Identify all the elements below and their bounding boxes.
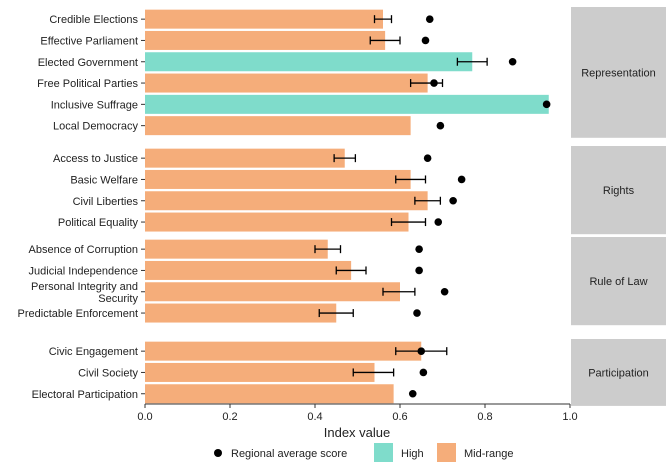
bar-civil-society — [145, 362, 375, 382]
y-label-civic-engagement: Civic Engagement — [49, 346, 138, 358]
bar-judicial-independence — [145, 260, 352, 280]
facet-strip-label-rights: Rights — [603, 185, 635, 197]
bar-credible-elections — [145, 9, 383, 29]
x-tick-label-1: 0.2 — [222, 411, 237, 423]
avg-point-personal-integrity-and-security — [440, 287, 449, 296]
facet-strip-representation — [571, 7, 666, 138]
y-label-elected-government: Elected Government — [38, 57, 138, 69]
x-tick-label-2: 0.4 — [307, 411, 322, 423]
y-label-absence-of-corruption: Absence of Corruption — [29, 244, 138, 256]
y-label-effective-parliament: Effective Parliament — [40, 35, 138, 47]
bar-basic-welfare — [145, 169, 411, 189]
avg-point-predictable-enforcement — [413, 309, 421, 317]
y-label-civil-liberties: Civil Liberties — [73, 196, 139, 208]
legend: Regional average score High Mid-range — [214, 443, 514, 462]
avg-point-access-to-justice — [423, 154, 432, 162]
avg-point-local-democracy — [436, 121, 445, 130]
facet-strip-rule-of-law — [571, 237, 666, 326]
avg-point-civil-society — [419, 368, 428, 377]
bar-effective-parliament — [145, 30, 386, 50]
y-label-personal-integrity-and-security: Personal Integrity and Security — [31, 281, 139, 305]
y-label-electoral-participation: Electoral Participation — [32, 389, 138, 401]
y-label-basic-welfare: Basic Welfare — [70, 174, 138, 186]
avg-point-inclusive-suffrage — [542, 100, 551, 109]
avg-point-electoral-participation — [408, 389, 417, 398]
avg-point-basic-welfare — [457, 175, 466, 184]
avg-point-credible-elections — [425, 15, 434, 23]
y-label-credible-elections: Credible Elections — [49, 14, 138, 26]
bar-elected-government — [145, 52, 473, 72]
bar-personal-integrity-and-security — [145, 282, 400, 302]
chart-panels: Representation Credible Elections Effectiv… — [18, 7, 666, 406]
y-label-predictable-enforcement: Predictable Enforcement — [18, 308, 138, 320]
avg-point-political-equality — [434, 218, 443, 226]
y-label-political-equality: Political Equality — [58, 217, 139, 229]
facet-strip-label-representation: Representation — [581, 67, 656, 79]
facet-strip-label-participation: Participation — [588, 367, 649, 379]
avg-point-elected-government — [508, 57, 517, 66]
bar-electoral-participation — [145, 384, 394, 404]
legend-swatch-high — [374, 443, 393, 462]
facet-strip-participation — [571, 339, 666, 406]
avg-point-free-political-parties — [430, 79, 438, 87]
legend-swatch-mid — [437, 443, 456, 462]
y-label-local-democracy: Local Democracy — [53, 121, 138, 133]
bar-civic-engagement — [145, 341, 422, 361]
y-label-inclusive-suffrage: Inclusive Suffrage — [51, 99, 138, 111]
legend-avg-label: Regional average score — [231, 448, 347, 460]
avg-point-civic-engagement — [417, 347, 426, 355]
legend-high-label: High — [401, 448, 424, 460]
y-label-judicial-independence: Judicial Independence — [29, 265, 138, 277]
legend-avg-point — [214, 449, 222, 457]
x-tick-label-4: 0.8 — [477, 411, 492, 423]
avg-point-civil-liberties — [449, 196, 457, 205]
y-label-access-to-justice: Access to Justice — [53, 153, 138, 165]
avg-point-judicial-independence — [415, 266, 423, 275]
bar-political-equality — [145, 212, 409, 232]
x-axis-title: Index value — [324, 425, 391, 440]
y-label-civil-society: Civil Society — [78, 367, 138, 379]
bar-local-democracy — [145, 116, 411, 136]
facet-strip-label-rule-of-law: Rule of Law — [589, 276, 647, 288]
legend-mid-label: Mid-range — [464, 448, 514, 460]
avg-point-absence-of-corruption — [415, 245, 423, 253]
bar-civil-liberties — [145, 191, 428, 211]
bar-absence-of-corruption — [145, 239, 328, 259]
bar-inclusive-suffrage — [145, 94, 549, 114]
x-tick-label-5: 1.0 — [562, 411, 577, 423]
facet-strip-rights — [571, 146, 666, 235]
x-tick-label-0: 0.0 — [137, 411, 152, 423]
y-label-free-political-parties: Free Political Parties — [37, 78, 138, 90]
bar-predictable-enforcement — [145, 303, 337, 323]
x-axis: 0.0 0.2 0.4 0.6 0.8 1.0 — [137, 403, 578, 423]
x-tick-label-3: 0.6 — [392, 411, 407, 423]
bar-access-to-justice — [145, 148, 345, 168]
bar-free-political-parties — [145, 73, 428, 93]
avg-point-effective-parliament — [421, 36, 430, 45]
